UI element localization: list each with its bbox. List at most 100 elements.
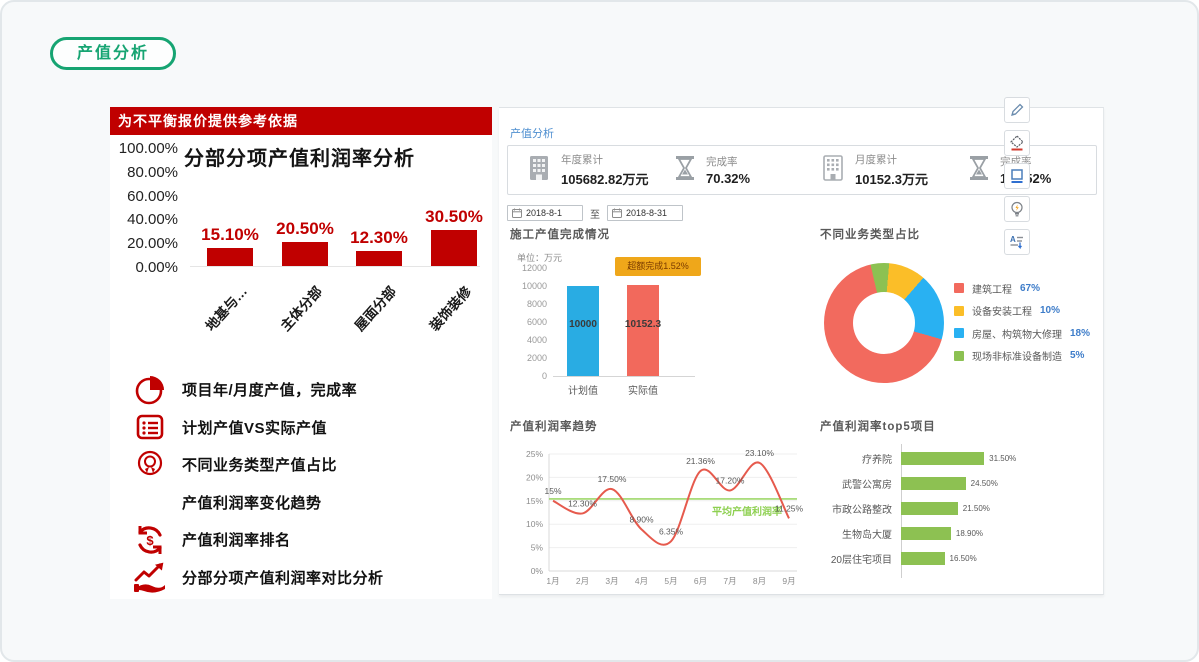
border-color-button[interactable] [1004,163,1030,189]
section-title: 产值利润率趋势 [510,421,598,433]
table-row: 武警公寓房 24.50% [804,471,1094,496]
legend-item: 设备安装工程 10% [954,300,1090,323]
construction-yaxis: 12000 10000 8000 6000 4000 2000 0 [499,259,547,385]
kpi-label: 年度累计 [561,154,603,166]
breadcrumb[interactable]: 产值分析 [510,128,554,140]
ytick: 20.00% [127,235,178,253]
category-label: 屋面分部 [351,283,400,334]
list-item: 不同业务类型产值占比 [110,446,492,484]
hourglass-icon [969,155,989,186]
kpi-value: 105682.82万元 [561,172,649,187]
date-to-input[interactable]: 2018-8-31 [607,205,683,221]
legend-item: 现场非标准设备制造 5% [954,345,1090,368]
bar-value: 30.50% [425,206,483,226]
svg-text:$: $ [146,533,154,548]
bar [627,284,659,376]
svg-text:A: A [1010,235,1016,244]
sort-text-button[interactable]: A [1004,229,1030,255]
bar-value: 10000 [569,319,597,330]
svg-text:25%: 25% [526,449,543,459]
category-label: 装饰装修 [426,283,475,334]
section-title: 不同业务类型占比 [820,229,920,241]
calendar-icon [612,208,622,218]
ytick: 100.00% [118,140,178,157]
bar-value: 12.30% [350,228,408,248]
table-row: 生物岛大厦 18.90% [804,521,1094,546]
ytick: 10000 [521,281,547,291]
bar [901,552,945,565]
legend-item: 建筑工程 67% [954,277,1090,300]
svg-text:6月: 6月 [694,576,707,586]
pie-chart-icon [130,374,170,406]
category-label: 计划值 [568,386,598,397]
kpi-card: 年度累计 105682.82万元 完成率 70.32% 月度累计 [507,145,1097,195]
bar-value: 24.50% [970,479,998,488]
date-from-value: 2018-8-1 [526,208,563,218]
ytick: 12000 [521,263,547,273]
legend-swatch [954,283,964,294]
svg-text:5%: 5% [531,543,544,553]
edit-button[interactable] [1004,97,1030,123]
feature-label: 不同业务类型产值占比 [182,457,338,475]
list-item: 项目年/月度产值，完成率 [110,371,492,409]
ytick: 80.00% [127,163,178,181]
calendar-icon [512,208,522,218]
unit-label: 单位：万元 [517,253,563,263]
border-color-icon [1011,169,1023,183]
left-panel-header: 为不平衡报价提供参考依据 [110,107,492,135]
feature-label: 项目年/月度产值，完成率 [182,382,358,400]
svg-text:15%: 15% [544,486,561,496]
svg-text:2月: 2月 [576,576,589,586]
legend-swatch [954,305,964,316]
sort-text-icon: A [1010,235,1023,250]
donut-legend: 建筑工程 67% 设备安装工程 10% 房屋、构筑物大修理 18% 现场非标准设… [954,277,1090,367]
table-row: 疗养院 31.50% [804,446,1094,471]
date-separator: 至 [590,209,600,221]
segment-profit-yaxis: 100.00% 80.00% 60.00% 40.00% 20.00% 0.00… [110,137,178,280]
trend-hand-icon [130,560,170,594]
bar [567,286,599,376]
dollar-cycle-icon: $ [130,523,170,557]
list-icon [130,412,170,442]
dashboard-panel: 产值分析 年度累计 105682.82万元 完成率 70.32% [499,107,1104,595]
svg-text:17.50%: 17.50% [598,474,627,484]
bar-value: 31.50% [989,454,1017,463]
legend-item: 房屋、构筑物大修理 18% [954,322,1090,345]
category-label: 主体分部 [277,283,326,334]
list-item: 产值利润率变化趋势 [110,484,492,522]
donut-chart [824,263,944,383]
ideas-button[interactable] [1004,196,1030,222]
legend-value: 18% [1070,327,1091,339]
section-title: 产值利润率top5项目 [820,421,936,433]
feature-label: 分部分项产值利润率对比分析 [182,569,384,587]
section-title: 施工产值完成情况 [510,229,610,241]
top5-projects-chart: 产值利润率top5项目 疗养院 31.50% 武警公寓房 24.50% 市政公路… [804,408,1104,596]
svg-text:10%: 10% [526,519,543,529]
legend-value: 5% [1070,350,1085,362]
bar-value: 10152.3 [624,319,662,330]
ytick: 6000 [526,317,547,327]
bar-label: 市政公路整改 [832,505,892,516]
svg-text:1月: 1月 [546,576,559,586]
svg-text:平均产值利润率: 平均产值利润率 [712,505,782,518]
svg-text:3月: 3月 [605,576,618,586]
category-label: 地基与… [202,283,251,334]
kpi-value: 70.32% [706,171,751,186]
fill-color-button[interactable] [1004,130,1030,156]
building-icon [822,154,844,186]
svg-text:11.25%: 11.25% [775,503,804,513]
table-row: 20层住宅项目 16.50% [804,546,1094,571]
svg-text:8月: 8月 [753,576,766,586]
svg-text:8.90%: 8.90% [629,514,654,524]
bar [431,229,477,266]
bar-value: 20.50% [276,218,334,238]
page-title-badge: 产值分析 [50,37,177,70]
svg-text:9月: 9月 [782,576,795,586]
date-from-input[interactable]: 2018-8-1 [507,205,583,221]
kpi-label: 完成率 [706,156,738,168]
left-summary-panel: 为不平衡报价提供参考依据 分部分项产值利润率分析 100.00% 80.00% … [110,107,492,599]
pencil-icon [1011,103,1024,116]
segment-profit-chart: 分部分项产值利润率分析 100.00% 80.00% 60.00% 40.00%… [110,135,492,365]
feature-label: 产值利润率排名 [182,532,291,550]
